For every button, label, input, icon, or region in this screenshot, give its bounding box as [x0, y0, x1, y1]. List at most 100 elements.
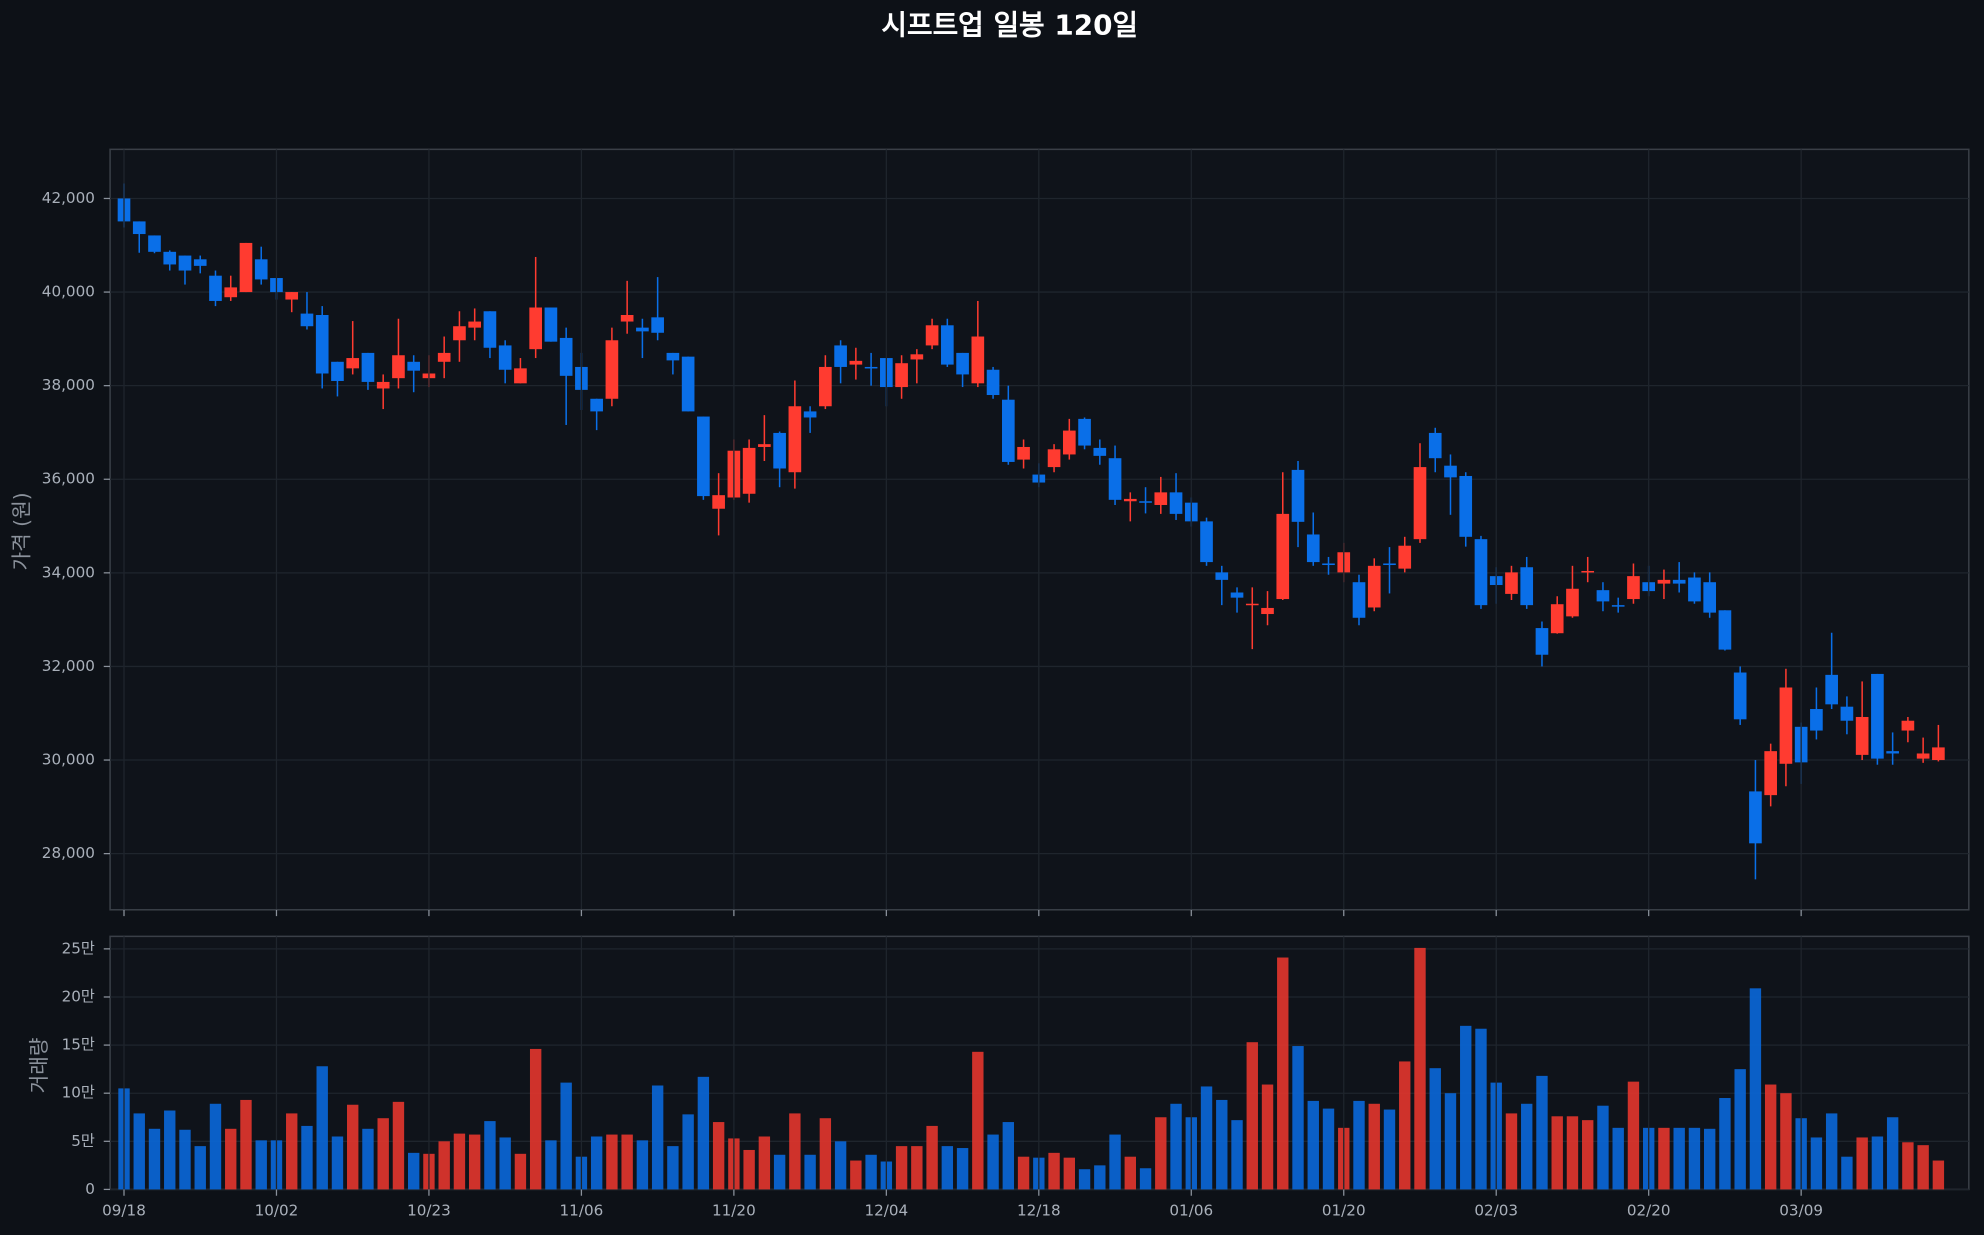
volume-bar — [392, 1101, 405, 1190]
candle-body — [1550, 604, 1564, 634]
candle-body — [1566, 588, 1579, 617]
candle-body — [986, 369, 1000, 396]
volume-bar — [1155, 1117, 1167, 1190]
candle-body — [1322, 563, 1335, 566]
candle-body — [605, 340, 619, 399]
candle-body — [1627, 576, 1640, 600]
candle-body — [773, 432, 786, 469]
volume-bar — [682, 1114, 694, 1190]
candle-body — [742, 447, 756, 494]
volume-bar — [1566, 1116, 1579, 1190]
volume-bar — [1780, 1093, 1792, 1190]
volume-bar — [1932, 1160, 1945, 1190]
candle-body — [285, 292, 299, 300]
candle-body — [1611, 605, 1625, 607]
candle-body — [1047, 449, 1061, 468]
volume-bar — [636, 1140, 649, 1190]
volume-bar — [1078, 1169, 1091, 1190]
volume-bar — [1277, 957, 1289, 1190]
y-tick-label: 38,000 — [42, 376, 95, 394]
candle-body — [1657, 579, 1671, 584]
volume-bar — [377, 1118, 389, 1190]
candle-body — [239, 242, 253, 293]
candle-body — [1840, 706, 1854, 721]
volume-bar — [773, 1154, 786, 1190]
candle-body — [300, 313, 314, 327]
candle-body — [559, 337, 573, 376]
x-tick-label: 11/06 — [560, 1201, 604, 1219]
candle-body — [1215, 572, 1229, 580]
volume-bar — [758, 1136, 771, 1190]
volume-bar — [1200, 1086, 1213, 1190]
volume-bar — [1627, 1081, 1640, 1190]
candle-body — [1383, 563, 1396, 566]
volume-bar — [850, 1160, 862, 1190]
volume-bar — [484, 1121, 496, 1190]
y-tick-label: 25만 — [62, 939, 95, 957]
candle-body — [1230, 592, 1244, 598]
volume-bar — [987, 1134, 999, 1190]
candle-body — [1428, 432, 1442, 459]
volume-bar — [1658, 1127, 1670, 1190]
volume-bar — [240, 1099, 252, 1190]
volume-bar — [789, 1113, 801, 1190]
candle-body — [712, 495, 725, 509]
candle-body — [148, 235, 161, 252]
x-tick-label: 01/20 — [1322, 1201, 1366, 1219]
candle-body — [163, 251, 177, 265]
volume-bar — [865, 1154, 877, 1190]
volume-bar — [1505, 1113, 1518, 1190]
volume-bar — [1841, 1156, 1853, 1190]
candle-body — [1276, 513, 1290, 600]
y-tick-label: 28,000 — [42, 844, 95, 862]
candle-body — [1367, 565, 1381, 608]
candle-body — [590, 398, 603, 412]
candle-body — [407, 361, 421, 371]
y-tick-label: 5만 — [71, 1132, 95, 1150]
volume-bar — [1536, 1075, 1548, 1190]
volume-bar — [911, 1146, 923, 1190]
volume-bar — [1902, 1142, 1914, 1190]
y-tick-label: 30,000 — [42, 751, 95, 769]
volume-bar — [1429, 1068, 1441, 1190]
volume-bar — [697, 1076, 710, 1190]
x-tick-label: 11/20 — [712, 1201, 756, 1219]
candle-body — [331, 361, 344, 381]
volume-bar — [499, 1137, 511, 1190]
candle-body — [1352, 582, 1366, 618]
volume-bar — [179, 1129, 191, 1190]
y-tick-label: 34,000 — [42, 563, 95, 581]
x-tick-label: 10/23 — [407, 1201, 451, 1219]
volume-bar — [1094, 1165, 1106, 1190]
candle-body — [1459, 475, 1473, 537]
candle-body — [620, 314, 634, 322]
volume-bar — [407, 1152, 420, 1190]
volume-bar — [651, 1085, 664, 1190]
volume-bar — [1597, 1105, 1609, 1190]
volume-bar — [1307, 1100, 1319, 1190]
candle-body — [544, 307, 558, 342]
candle-body — [1932, 747, 1945, 761]
volume-bar — [1017, 1156, 1030, 1190]
x-tick-label: 03/09 — [1779, 1201, 1823, 1219]
candle-body — [224, 287, 238, 298]
candle-body — [178, 255, 192, 271]
volume-bar — [438, 1141, 450, 1190]
volume-bar — [1673, 1127, 1685, 1190]
volume-bar — [1353, 1100, 1365, 1190]
candle-body — [895, 363, 908, 388]
candle-body — [529, 307, 542, 350]
candle-body — [1245, 603, 1259, 606]
candle-body — [971, 336, 985, 384]
volume-bar — [453, 1133, 466, 1190]
candle-body — [1596, 590, 1610, 602]
candle-body — [1901, 720, 1915, 731]
y-tick-label: 0 — [85, 1180, 95, 1198]
volume-bar — [926, 1125, 938, 1190]
volume-bar — [1734, 1069, 1746, 1190]
volume-bar — [164, 1110, 176, 1190]
volume-bar — [1231, 1120, 1243, 1190]
y-tick-label: 40,000 — [42, 283, 95, 301]
volume-bar — [209, 1103, 222, 1190]
